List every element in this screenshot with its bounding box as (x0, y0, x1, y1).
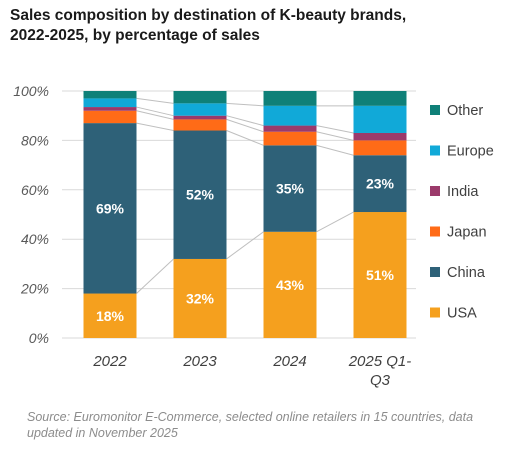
legend-swatch-japan (430, 226, 440, 237)
bar-other-1 (173, 91, 227, 104)
legend-swatch-india (430, 186, 440, 196)
data-label-usa: 18% (96, 308, 125, 324)
data-label-usa: 43% (276, 277, 305, 293)
bar-japan-2 (263, 131, 317, 146)
series-connector-line (136, 258, 174, 294)
bar-india-2 (263, 125, 317, 132)
bar-japan-0 (83, 110, 137, 124)
chart-title: Sales composition by destination of K-be… (10, 6, 506, 46)
x-tick-label: 2025 Q1- (348, 353, 412, 370)
bar-europe-1 (173, 103, 227, 116)
series-connector-line (136, 122, 174, 132)
series-connector-line (226, 130, 264, 146)
data-label-china: 23% (366, 176, 395, 192)
x-tick-label: 2023 (182, 353, 217, 370)
legend-swatch-usa (430, 307, 440, 318)
data-label-china: 69% (96, 200, 125, 216)
bar-usa-0 (83, 293, 137, 338)
stacked-bar-chart: 0% 20% 40% 60% 80% 100% 18% 69% 32% 52% 43% 35% 51% 2… (13, 83, 494, 389)
bar-japan-1 (173, 119, 227, 131)
legend-label-japan: Japan (447, 225, 487, 241)
bar-china-1 (173, 130, 227, 259)
bar-europe-3 (353, 105, 407, 133)
series-connector-line (316, 131, 354, 141)
legend-swatch-other (430, 105, 440, 115)
bar-india-0 (83, 107, 137, 111)
data-label-china: 35% (276, 181, 305, 197)
x-tick-label: 2022 (92, 353, 127, 370)
bar-europe-2 (263, 105, 317, 126)
bar-usa-2 (263, 231, 317, 338)
source-note: Source: Euromonitor E-Commerce, selected… (27, 409, 497, 441)
legend-swatch-europe (430, 145, 440, 156)
y-tick-label: 100% (13, 83, 49, 99)
series-connector-line (226, 118, 264, 133)
bar-other-2 (263, 91, 317, 106)
series-connector-line (226, 231, 264, 260)
data-label-usa: 32% (186, 290, 215, 306)
bar-usa-1 (173, 258, 227, 338)
x-tick-label: Q3 (370, 372, 391, 389)
series-connector-line (136, 106, 174, 117)
data-label-usa: 51% (366, 267, 395, 283)
series-connector-line (136, 110, 174, 120)
series-connector-line (226, 102, 264, 107)
series-connector-line (316, 144, 354, 156)
y-tick-label: 60% (21, 182, 49, 198)
chart-title-line-1: Sales composition by destination of K-be… (10, 7, 407, 24)
bar-india-1 (173, 115, 227, 120)
bar-china-2 (263, 145, 317, 232)
series-connector-line (316, 125, 354, 134)
legend-label-china: China (447, 265, 486, 281)
source-line-2: updated in November 2025 (27, 426, 178, 440)
bar-usa-3 (353, 212, 407, 338)
bar-other-3 (353, 91, 407, 106)
data-label-china: 52% (186, 187, 215, 203)
bar-china-0 (83, 123, 137, 294)
legend-label-other: Other (447, 103, 483, 119)
series-connector-line (136, 97, 174, 104)
legend-label-europe: Europe (447, 144, 494, 160)
bar-india-3 (353, 132, 407, 141)
bar-other-0 (83, 91, 137, 99)
x-tick-label: 2024 (272, 353, 306, 370)
series-connector-line (226, 115, 264, 127)
y-tick-label: 40% (21, 231, 49, 247)
source-line-1: Source: Euromonitor E-Commerce, selected… (27, 410, 474, 424)
bar-china-3 (353, 155, 407, 213)
legend-swatch-china (430, 267, 440, 277)
bar-europe-0 (83, 98, 137, 108)
y-tick-label: 20% (20, 281, 49, 297)
chart-title-line-2: 2022-2025, by percentage of sales (10, 27, 260, 44)
bar-japan-3 (353, 140, 407, 156)
series-connector-line (316, 211, 354, 233)
legend-label-india: India (447, 184, 479, 200)
legend-label-usa: USA (447, 306, 477, 322)
y-tick-label: 0% (29, 330, 49, 346)
y-tick-label: 80% (21, 132, 49, 148)
